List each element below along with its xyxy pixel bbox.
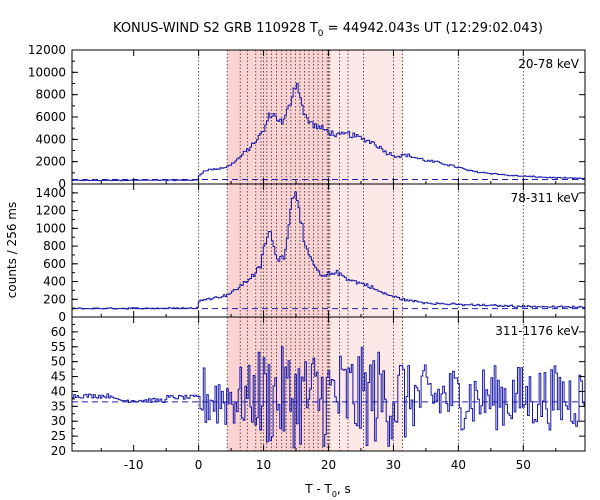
y-tick-label: 55 xyxy=(51,340,66,354)
y-tick-label: 45 xyxy=(51,370,66,384)
shaded-interval-inner xyxy=(227,184,330,317)
shaded-interval-inner xyxy=(227,50,330,184)
shaded-interval-inner xyxy=(227,317,330,451)
y-tick-label: 1000 xyxy=(35,221,66,235)
y-tick-label: 40 xyxy=(51,384,66,398)
y-tick-label: 800 xyxy=(43,239,66,253)
y-tick-label: 1400 xyxy=(35,186,66,200)
energy-band-label: 311-1176 keV xyxy=(495,324,579,338)
energy-band-label: 20-78 keV xyxy=(518,57,580,71)
y-tick-label: 20 xyxy=(51,444,66,458)
y-axis-label: counts / 256 ms xyxy=(5,202,19,298)
panel-2: 0 200 400 600 800 1000 1200 1400 78-311 keV xyxy=(35,183,586,324)
y-tick-label: 10000 xyxy=(28,65,66,79)
energy-band-label: 78-311 keV xyxy=(511,191,580,205)
x-axis-label: T - T0, s xyxy=(304,482,351,499)
x-tick-label: -10 xyxy=(124,458,144,472)
y-tick-label: 0 xyxy=(58,177,66,191)
y-tick-label: 25 xyxy=(51,429,66,443)
chart-title: KONUS-WIND S2 GRB 110928 T0 = 44942.043s… xyxy=(113,21,543,39)
y-tick-label: 12000 xyxy=(28,43,66,57)
y-tick-label: 200 xyxy=(43,292,66,306)
count-rate-series xyxy=(72,191,585,310)
count-rate-series xyxy=(72,82,585,182)
y-tick-label: 60 xyxy=(51,325,66,339)
y-tick-label: 35 xyxy=(51,399,66,413)
x-tick-label: 50 xyxy=(516,458,531,472)
y-tick-label: 50 xyxy=(51,355,66,369)
y-tick-label: 1200 xyxy=(35,204,66,218)
y-tick-label: 2000 xyxy=(35,155,66,169)
y-tick-label: 30 xyxy=(51,414,66,428)
y-tick-label: 8000 xyxy=(35,88,66,102)
y-tick-label: 400 xyxy=(43,275,66,289)
x-tick-label: 10 xyxy=(256,458,271,472)
y-tick-label: 600 xyxy=(43,257,66,271)
x-tick-label: 40 xyxy=(451,458,466,472)
y-tick-label: 6000 xyxy=(35,110,66,124)
x-tick-label: 30 xyxy=(386,458,401,472)
x-tick-label: 0 xyxy=(195,458,203,472)
y-tick-label: 4000 xyxy=(35,132,66,146)
y-tick-label: 0 xyxy=(58,310,66,324)
x-tick-label: 20 xyxy=(321,458,336,472)
panel-1: 0 2000 4000 6000 8000 10000 12000 20-78 keV xyxy=(28,43,586,191)
count-rate-series xyxy=(72,346,585,449)
